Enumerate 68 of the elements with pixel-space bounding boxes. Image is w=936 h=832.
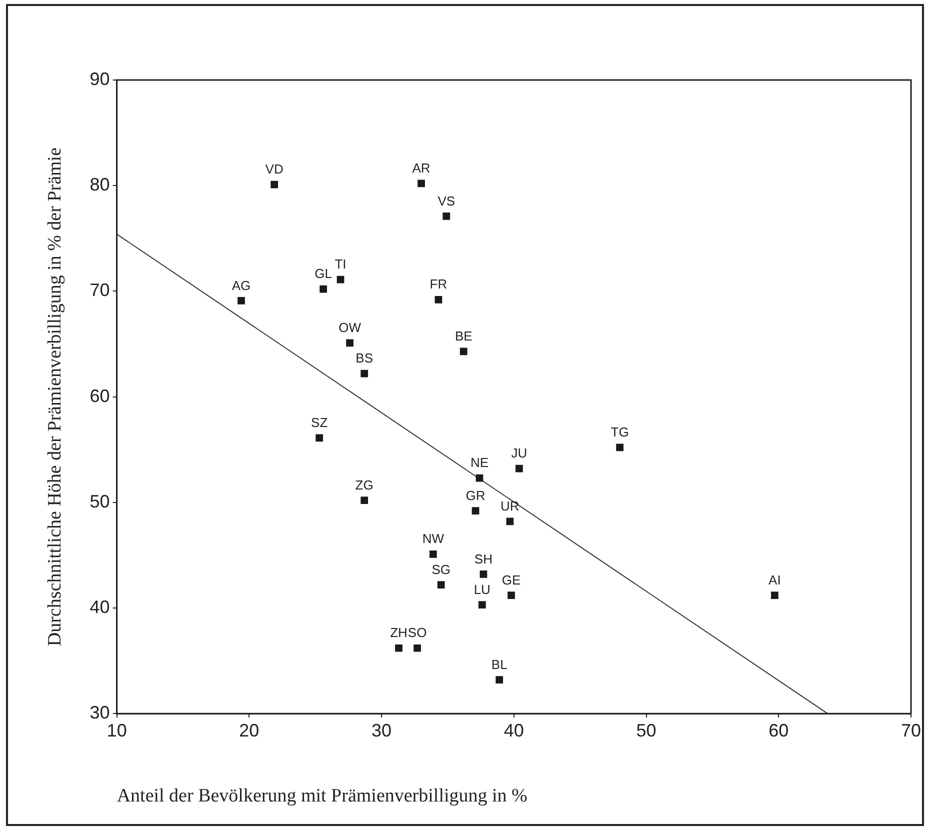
annotation: SO — [408, 625, 427, 640]
annotation: VD — [265, 162, 284, 177]
y-tick-label: 80 — [90, 174, 110, 195]
annotation: SG — [432, 562, 451, 577]
annotation: LU — [474, 582, 490, 597]
y-tick-label: 90 — [90, 68, 110, 89]
annotation: NE — [470, 455, 489, 470]
x-tick-label: 10 — [106, 720, 127, 740]
annotation: SH — [474, 551, 492, 566]
point — [478, 601, 486, 609]
point — [270, 180, 278, 188]
y-tick-label: 30 — [90, 702, 110, 723]
annotation: AG — [232, 278, 251, 293]
point — [460, 348, 468, 356]
x-tick-label: 20 — [239, 720, 260, 740]
point — [437, 581, 445, 588]
annotation: ZH — [390, 625, 408, 640]
y-tick-label: 50 — [90, 491, 110, 512]
point — [434, 296, 442, 304]
point — [316, 434, 324, 442]
annotation: BL — [491, 656, 508, 672]
point — [429, 550, 437, 558]
point — [442, 212, 450, 220]
annotation: JU — [511, 446, 528, 461]
y-tick-label: 60 — [90, 386, 110, 406]
point — [506, 518, 514, 526]
point — [346, 339, 354, 347]
point — [336, 276, 344, 284]
y-axis-title: Durchschnittliche Höhe der Prämienverbilligung in % der Prämie — [44, 147, 66, 646]
annotation: ZG — [355, 477, 374, 492]
annotation: AR — [412, 160, 430, 176]
point — [418, 180, 425, 188]
point — [395, 644, 402, 652]
point — [770, 592, 778, 600]
point — [496, 676, 504, 684]
point — [508, 592, 515, 600]
x-tick-label: 70 — [900, 720, 922, 740]
annotation: AI — [768, 572, 781, 588]
point — [516, 464, 523, 472]
annotation: GE — [502, 572, 521, 588]
point — [360, 496, 368, 504]
point — [360, 370, 368, 378]
annotation: SZ — [311, 415, 328, 430]
y-tick-label: 70 — [90, 280, 110, 300]
point — [238, 297, 245, 304]
annotation: TG — [610, 424, 629, 440]
annotation: UR — [500, 498, 520, 514]
x-tick-label: 60 — [768, 720, 789, 740]
annotation: GR — [466, 488, 486, 503]
x-tick-label: 40 — [504, 720, 524, 740]
y-tick-label: 40 — [90, 596, 110, 617]
x-tick-label: 30 — [372, 720, 392, 740]
x-tick-label: 50 — [636, 720, 656, 740]
point — [616, 444, 624, 452]
annotation: GL — [314, 266, 332, 282]
point — [414, 644, 421, 652]
point — [476, 474, 484, 482]
annotation: FR — [430, 276, 448, 292]
annotation: TI — [334, 256, 346, 272]
point — [472, 507, 480, 515]
annotation: VS — [438, 193, 456, 208]
x-axis-title: Anteil der Bevölkerung mit Prämienverbilligung in % — [116, 786, 528, 807]
annotation: NW — [422, 531, 445, 546]
annotation: BS — [356, 350, 374, 366]
point — [320, 285, 327, 293]
point — [480, 570, 488, 578]
annotation: BE — [454, 328, 473, 344]
annotation: OW — [338, 320, 362, 336]
